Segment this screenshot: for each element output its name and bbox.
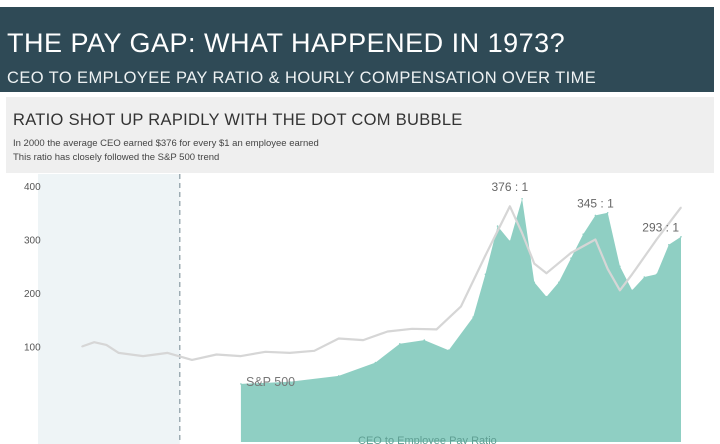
ratio-point — [655, 273, 658, 276]
sp500-point — [545, 272, 548, 274]
sp500-point — [289, 352, 291, 354]
sp500-point — [619, 289, 621, 292]
sp500-point — [313, 350, 316, 352]
sp500-point — [215, 353, 218, 356]
sp500-point — [460, 305, 462, 308]
ratio-point — [570, 257, 572, 259]
ratio-point — [399, 343, 401, 345]
chart-title: RATIO SHOT UP RAPIDLY WITH THE DOT COM B… — [13, 111, 463, 129]
data-label: 293 : 1 — [642, 221, 679, 235]
ratio-point — [423, 339, 426, 341]
ratio-point — [668, 244, 670, 246]
page-title: THE PAY GAP: WHAT HAPPENED IN 1973? — [7, 28, 566, 58]
ratio-point — [374, 361, 377, 364]
sp500-point — [240, 355, 242, 357]
ratio-point — [447, 349, 450, 351]
sp500-point — [509, 205, 511, 208]
sp500-point — [142, 355, 144, 357]
y-tick-label: 300 — [24, 236, 41, 247]
sp500-point — [533, 262, 536, 265]
chart-note-1: In 2000 the average CEO earned $376 for … — [13, 138, 319, 149]
ratio-point — [631, 289, 633, 292]
ratio-point — [472, 316, 475, 318]
ratio-point — [521, 198, 523, 200]
sp500-point — [337, 337, 340, 340]
chart-note-2: This ratio has closely followed the S&P … — [13, 152, 220, 163]
y-tick-label: 100 — [24, 343, 41, 354]
ratio-point — [289, 381, 291, 383]
sp500-point — [594, 238, 597, 241]
data-label: 345 : 1 — [577, 196, 614, 210]
sp500-point — [386, 330, 389, 333]
ratio-point — [496, 225, 499, 227]
pay-ratio-chart: 100 200 300 400 376 : 1 345 : 1 293 : 1 S&P 50… — [24, 174, 682, 444]
ratio-point — [240, 383, 242, 385]
sp500-point — [362, 339, 365, 341]
ratio-area — [240, 198, 681, 442]
highlight-band — [38, 174, 180, 444]
page-subtitle: CEO TO EMPLOYEE PAY RATIO & HOURLY COMPE… — [7, 69, 597, 87]
chart-panel-header: RATIO SHOT UP RAPIDLY WITH THE DOT COM B… — [6, 97, 714, 173]
sp500-series-label: S&P 500 — [246, 375, 295, 389]
sp500-point — [484, 254, 487, 257]
sp500-point — [521, 232, 523, 234]
report-header: THE PAY GAP: WHAT HAPPENED IN 1973? CEO … — [0, 7, 714, 92]
sp500-point — [105, 344, 108, 346]
data-label: 376 : 1 — [492, 180, 529, 194]
ratio-point — [606, 212, 609, 214]
sp500-point — [117, 352, 120, 354]
ratio-point — [509, 240, 511, 242]
sp500-point — [81, 345, 83, 348]
ratio-point — [594, 214, 597, 217]
sp500-point — [264, 351, 267, 353]
sp500-point — [93, 341, 95, 343]
ratio-series-label: CEO to Employee Pay Ratio — [358, 435, 497, 444]
ratio-point — [680, 236, 682, 238]
sp500-line — [81, 205, 682, 361]
ratio-point — [582, 233, 584, 235]
ratio-point — [484, 273, 487, 276]
ratio-point — [545, 295, 548, 298]
ratio-point — [337, 375, 340, 377]
ratio-point — [643, 276, 646, 278]
sp500-point — [411, 328, 413, 330]
sp500-point — [166, 352, 169, 354]
sp500-point — [570, 252, 572, 254]
ratio-point — [619, 265, 621, 268]
sp500-point — [655, 238, 658, 241]
ratio-point — [558, 281, 560, 284]
y-tick-label: 400 — [24, 182, 41, 193]
sp500-point — [680, 206, 682, 209]
sp500-point — [435, 328, 438, 331]
sp500-point — [631, 273, 633, 276]
y-tick-label: 200 — [24, 289, 41, 300]
sp500-point — [606, 268, 609, 270]
sp500-point — [191, 359, 193, 361]
ratio-point — [533, 281, 536, 284]
